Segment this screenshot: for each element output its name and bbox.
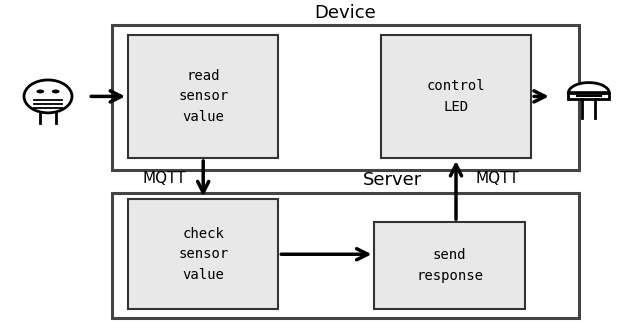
Text: read
sensor
value: read sensor value [178, 69, 228, 124]
FancyBboxPatch shape [381, 35, 531, 158]
Text: control
LED: control LED [427, 79, 485, 114]
Text: MQTT: MQTT [476, 171, 520, 186]
Ellipse shape [24, 80, 72, 113]
Text: MQTT: MQTT [143, 171, 187, 186]
Polygon shape [568, 82, 609, 93]
FancyBboxPatch shape [128, 35, 278, 158]
FancyBboxPatch shape [128, 199, 278, 309]
FancyBboxPatch shape [112, 193, 579, 318]
FancyBboxPatch shape [374, 222, 525, 309]
Circle shape [36, 90, 44, 94]
Text: Device: Device [315, 4, 376, 22]
Circle shape [52, 90, 60, 94]
Text: check
sensor
value: check sensor value [178, 227, 228, 282]
FancyBboxPatch shape [112, 25, 579, 170]
FancyBboxPatch shape [568, 93, 609, 99]
Text: send
response: send response [416, 248, 483, 283]
Text: Server: Server [363, 171, 422, 189]
